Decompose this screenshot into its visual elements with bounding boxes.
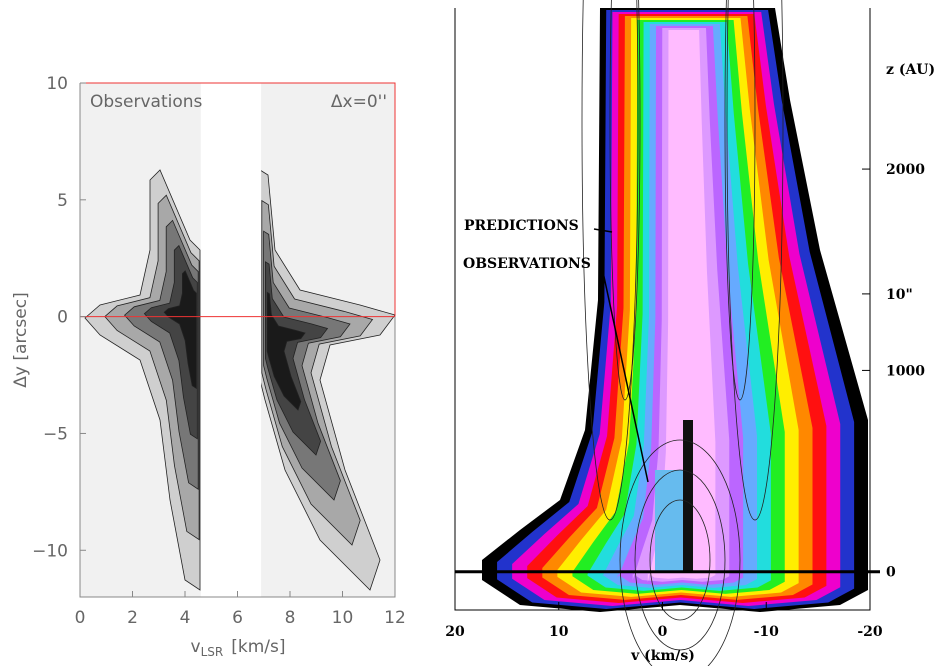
y-tick-label: 0 xyxy=(57,308,68,328)
x-axis-label-unit: [km/s] xyxy=(231,637,285,657)
annotation-arrow xyxy=(593,228,613,233)
y-axis-label: Δy [arcsec] xyxy=(11,292,31,387)
x-axis-label: vLSR [km/s] xyxy=(191,637,286,659)
y2-axis-label: z (AU) xyxy=(886,62,935,78)
x-axis-label: v (km/s) xyxy=(630,648,695,664)
x-axis-label-symbol: v xyxy=(191,637,201,657)
x-tick-label: 0 xyxy=(75,608,86,628)
x-tick-label: 8 xyxy=(285,608,296,628)
emission-region xyxy=(263,230,351,501)
offset-label: Δx=0'' xyxy=(331,92,387,112)
x-tick-label: 10 xyxy=(549,624,569,640)
x-tick-label: 10 xyxy=(332,608,354,628)
x-tick-label: -20 xyxy=(857,624,883,640)
contour xyxy=(649,499,711,621)
contour xyxy=(609,0,641,401)
y-tick-label: −5 xyxy=(43,424,68,444)
y2-tick-label: 1000 xyxy=(886,363,925,379)
plot-frame xyxy=(80,82,396,317)
model-layer xyxy=(647,30,716,582)
contour xyxy=(724,0,756,401)
emission-region xyxy=(259,169,396,591)
panel-label: Observations xyxy=(90,92,203,112)
contour xyxy=(634,469,726,651)
x-tick-label: 4 xyxy=(180,608,191,628)
emission-region xyxy=(264,261,329,456)
prediction-panel: 20 10 0 -10 -20 0 1000 10" 2000 z (AU) v (km/s) PRE… xyxy=(445,0,935,666)
annotation: PREDICTIONS xyxy=(464,218,579,234)
contour xyxy=(581,0,639,521)
y-tick-label: 10 xyxy=(46,74,68,94)
x-tick-label: 2 xyxy=(127,608,138,628)
x-tick-label: 0 xyxy=(658,624,668,640)
masked-band xyxy=(200,83,262,597)
y-tick-label: 5 xyxy=(57,191,68,211)
x-tick-label: 12 xyxy=(384,608,406,628)
observed-core xyxy=(655,470,683,572)
observation-panel: 0 2 4 6 8 10 12 −10 −5 0 5 10 Observations Δx=0'' vLSR… xyxy=(11,74,406,659)
y2-tick-label: 10" xyxy=(886,287,913,303)
contour xyxy=(619,439,741,666)
annotation-arrow xyxy=(602,271,649,483)
x-tick-label: 20 xyxy=(445,624,465,640)
x-tick-label: -10 xyxy=(754,624,780,640)
y2-tick-label: 0 xyxy=(886,565,896,581)
annotation: OBSERVATIONS xyxy=(463,256,591,272)
emission-region xyxy=(261,199,374,546)
y2-tick-label: 2000 xyxy=(886,162,925,178)
y-tick-label: −10 xyxy=(32,541,68,561)
emission-region xyxy=(163,270,197,390)
emission-region xyxy=(266,291,306,411)
contour xyxy=(726,0,784,521)
x-axis-label-subscript: LSR xyxy=(201,645,224,659)
observed-gap xyxy=(683,420,693,572)
x-tick-label: 6 xyxy=(232,608,243,628)
